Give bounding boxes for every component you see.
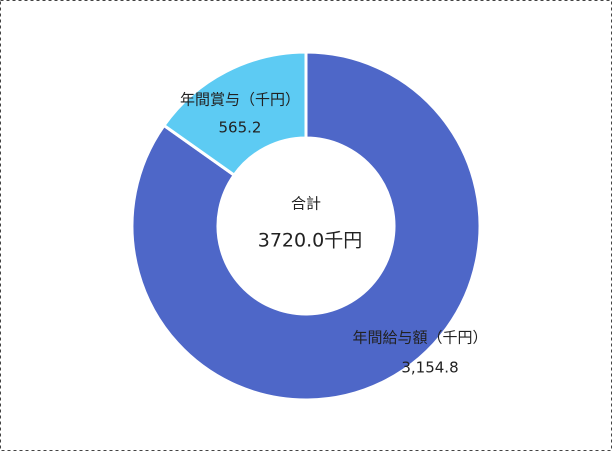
slice-label: 年間賞与（千円） [180, 91, 300, 109]
center-text: 3720.0千円 [258, 230, 362, 252]
donut-slice [161, 50, 308, 178]
center-title: 合計 [291, 195, 321, 213]
donut-slice [130, 50, 482, 402]
value-label: 565.2 [219, 119, 262, 137]
slice-label: 年間給与額（千円） [352, 329, 487, 347]
value-label: 3,154.8 [401, 359, 458, 377]
